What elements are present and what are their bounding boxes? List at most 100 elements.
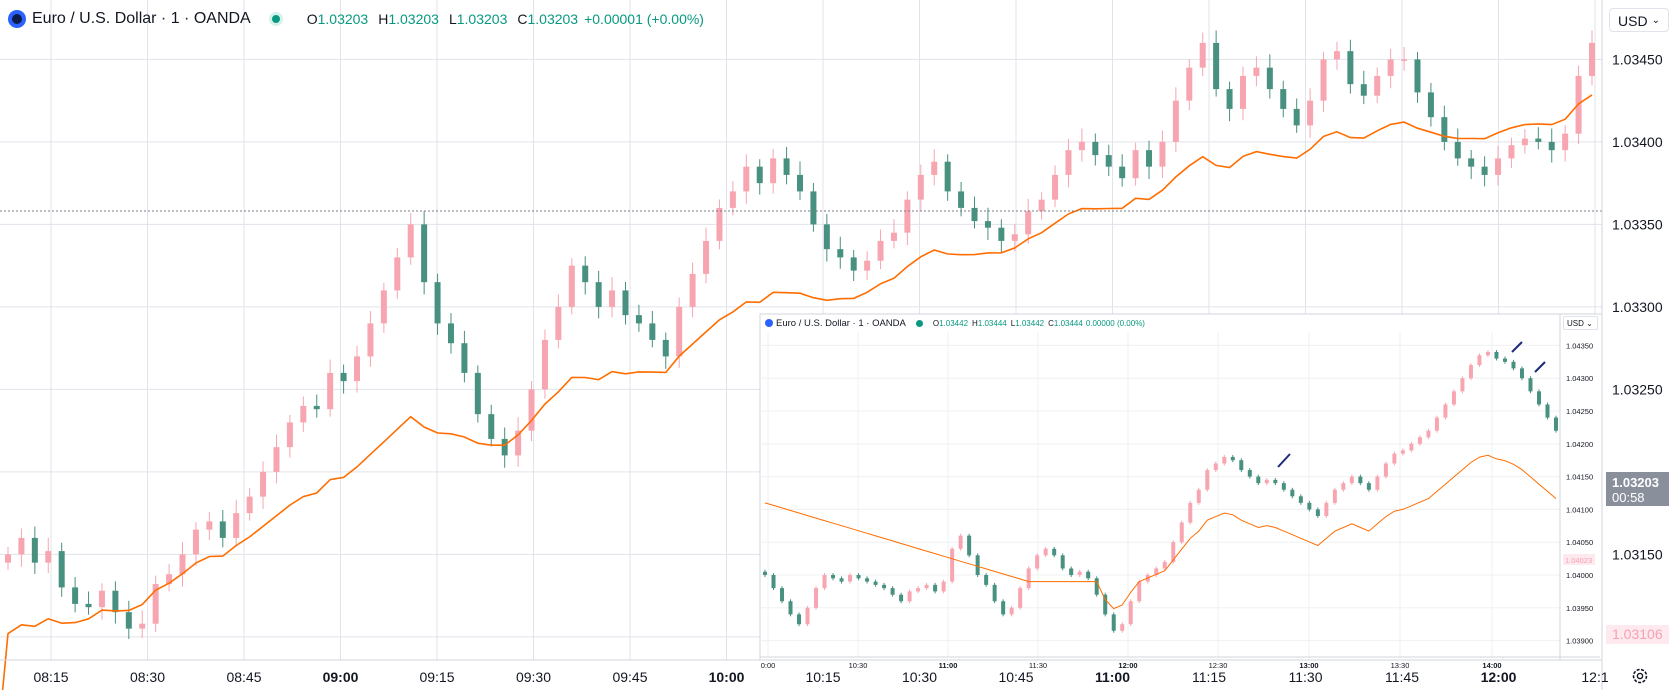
x-tick-label: 09:00 xyxy=(323,669,359,685)
inset-candle-body xyxy=(1111,614,1116,631)
inset-candle-body xyxy=(890,588,895,595)
candle-body xyxy=(1092,141,1099,156)
candle-body xyxy=(595,282,602,307)
inset-candle-body xyxy=(797,614,802,625)
candle-body xyxy=(98,590,105,608)
inset-candle-body xyxy=(1052,548,1057,556)
candle-body xyxy=(1239,75,1246,109)
inset-market-status-icon xyxy=(915,319,923,327)
candle-body xyxy=(1495,158,1502,175)
candle-body xyxy=(958,191,965,208)
inset-candle-body xyxy=(958,535,963,549)
inset-frame xyxy=(759,313,1603,661)
inset-candle-body xyxy=(1239,460,1244,471)
inset-candle-body xyxy=(1468,365,1473,379)
chevron-down-icon: ⌄ xyxy=(1651,15,1660,26)
inset-candle-body xyxy=(984,575,989,585)
candle-body xyxy=(783,158,790,175)
candle-body xyxy=(45,551,52,563)
symbol-logo-icon xyxy=(8,10,26,28)
symbol-title[interactable]: Euro / U.S. Dollar · 1 · OANDA xyxy=(32,10,251,27)
inset-high-value: 1.03444 xyxy=(977,318,1007,328)
inset-candle-body xyxy=(1196,489,1201,503)
close-label: C xyxy=(517,11,528,27)
candle-body xyxy=(1293,108,1300,126)
inset-candle-body xyxy=(1375,476,1380,490)
inset-candle-body xyxy=(1477,355,1482,366)
candle-body xyxy=(1347,51,1354,85)
inset-candle-body xyxy=(1451,391,1456,405)
candle-body xyxy=(676,306,683,357)
symbol-header: Euro / U.S. Dollar · 1 · OANDA O 1.03203 … xyxy=(8,8,704,30)
candle-body xyxy=(1199,42,1206,68)
candle-body xyxy=(850,257,857,271)
low-label: L xyxy=(448,11,457,27)
inset-y-tick-label: 1.04250 xyxy=(1566,407,1593,416)
candle-body xyxy=(877,240,884,261)
candle-body xyxy=(689,273,696,307)
inset-x-tick-label: 13:30 xyxy=(1391,661,1410,670)
candle-body xyxy=(984,221,991,228)
candle-body xyxy=(823,224,830,250)
x-tick-label: 09:30 xyxy=(516,669,551,685)
open-value: 1.03203 xyxy=(317,11,369,27)
inset-candle-body xyxy=(950,548,955,582)
inset-candle-body xyxy=(1502,358,1507,362)
candle-body xyxy=(85,603,92,608)
inset-candle-body xyxy=(1120,624,1125,631)
candle-body xyxy=(1038,199,1045,212)
candle-body xyxy=(1360,84,1367,96)
currency-selector[interactable]: USD ⌄ xyxy=(1609,8,1669,32)
inset-x-tick-label: 14:00 xyxy=(1482,661,1501,670)
inset-candle-body xyxy=(1417,437,1422,444)
candle-body xyxy=(273,447,280,472)
candle-body xyxy=(541,339,548,390)
inset-candle-body xyxy=(839,578,844,582)
inset-candle-body xyxy=(1137,581,1142,602)
candle-body xyxy=(380,290,387,324)
candle-body xyxy=(1535,138,1542,142)
inset-x-tick-label: 13:00 xyxy=(1299,661,1318,670)
candle-body xyxy=(1186,67,1193,101)
candle-body xyxy=(1589,42,1595,76)
inset-candle-body xyxy=(1213,463,1218,471)
inset-candle-body xyxy=(1554,417,1558,431)
inset-open-label: O xyxy=(932,318,940,328)
inset-candle-body xyxy=(924,584,929,589)
candle-body xyxy=(864,260,871,271)
candle-body xyxy=(327,372,334,410)
moving-average-line xyxy=(1,94,1593,695)
candle-body xyxy=(407,224,414,258)
candle-body xyxy=(1320,59,1327,101)
inset-candle-body xyxy=(907,591,912,602)
candle-body xyxy=(1562,133,1569,151)
inset-close-label: C xyxy=(1048,318,1054,328)
inset-candle-body xyxy=(1171,542,1176,562)
candle-body xyxy=(313,405,320,410)
candle-body xyxy=(1387,59,1394,76)
inset-candle-body xyxy=(1018,588,1023,608)
inset-candle-body xyxy=(1383,463,1388,477)
inset-candle-body xyxy=(822,575,827,589)
x-tick-label: 09:15 xyxy=(419,669,454,685)
last-price: 1.03203 xyxy=(1612,475,1659,490)
inset-candle-body xyxy=(1188,502,1193,523)
drawing-stroke xyxy=(1277,453,1291,468)
candle-body xyxy=(246,496,253,514)
settings-gear-icon[interactable] xyxy=(1630,666,1650,686)
inset-candle-body xyxy=(831,575,836,579)
x-tick-label: 09:45 xyxy=(612,669,647,685)
inset-y-tick-label: 1.04050 xyxy=(1566,538,1593,547)
candle-body xyxy=(729,191,736,208)
candle-body xyxy=(447,323,454,344)
candle-body xyxy=(1280,89,1287,109)
inset-candle-body xyxy=(1400,450,1405,454)
y-tick-label: 1.03150 xyxy=(1612,546,1663,562)
inset-candle-body xyxy=(848,575,853,582)
x-tick-label: 08:30 xyxy=(130,669,165,685)
inset-candle-body xyxy=(933,584,938,592)
candle-body xyxy=(810,191,817,225)
market-status-icon[interactable] xyxy=(268,12,283,26)
